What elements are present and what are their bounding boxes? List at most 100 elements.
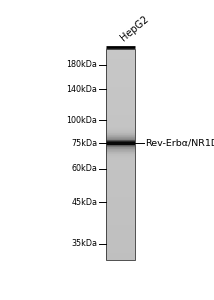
Bar [106,190,135,191]
Bar [106,157,135,158]
Bar [106,191,135,192]
Bar [106,200,135,201]
Bar [106,161,135,162]
Bar [106,65,135,66]
Bar [106,49,135,50]
Bar [106,129,135,130]
Bar [106,60,135,61]
Bar [106,171,135,172]
Bar [106,239,135,240]
Bar [106,149,135,150]
Bar [106,254,135,255]
Bar [106,110,135,111]
Bar [106,189,135,190]
Bar [106,207,135,208]
Bar [106,202,135,203]
Bar [106,146,135,147]
Bar [106,98,135,99]
Bar [106,85,135,86]
Bar [106,125,135,126]
Bar [106,151,135,152]
Bar [106,68,135,69]
Bar [106,53,135,54]
Bar [106,252,135,253]
Bar [106,187,135,188]
Bar [106,213,135,214]
Bar [106,49,135,50]
Bar [106,71,135,72]
Bar [106,52,135,53]
Bar [106,243,135,244]
Bar [106,62,135,63]
Bar [106,203,135,204]
Bar [106,186,135,187]
Bar [106,96,135,97]
Bar [106,245,135,246]
Bar [106,124,135,125]
Bar [106,232,135,233]
Bar [106,246,135,247]
Bar [106,194,135,195]
Text: HepG2: HepG2 [119,14,151,44]
Bar [106,227,135,228]
Bar [106,100,135,101]
Bar [106,210,135,211]
Bar [106,118,135,119]
Bar [106,86,135,88]
Bar [106,217,135,218]
Bar [106,259,135,260]
Bar [106,138,135,139]
Bar [106,247,135,248]
Bar [106,74,135,76]
Bar [106,179,135,181]
Bar [106,63,135,64]
Bar [106,253,135,254]
Bar [106,238,135,239]
Bar [106,187,135,188]
Bar [106,219,135,220]
Bar [106,154,135,155]
Bar [106,53,135,54]
Bar [106,199,135,200]
Bar [106,64,135,65]
Bar [106,226,135,227]
Bar [106,247,135,248]
Bar [106,67,135,68]
Bar [106,106,135,107]
Bar [106,78,135,79]
Bar [106,176,135,177]
Bar [106,119,135,120]
Bar [106,123,135,124]
Bar [106,227,135,228]
Bar [106,163,135,164]
Bar [106,128,135,129]
Bar [106,208,135,209]
Bar [106,177,135,178]
Bar [106,166,135,167]
Bar [106,256,135,257]
Bar [106,96,135,97]
Bar [106,218,135,219]
Bar [106,130,135,131]
Bar [106,185,135,186]
Text: 35kDa: 35kDa [71,239,97,248]
Text: 140kDa: 140kDa [66,85,97,94]
Bar [106,69,135,70]
Bar [106,132,135,133]
Bar [106,182,135,183]
Bar [106,61,135,62]
Bar [106,88,135,90]
Bar [106,79,135,80]
Bar [106,117,135,118]
Bar [106,206,135,207]
Bar [106,115,135,116]
Text: 100kDa: 100kDa [66,116,97,125]
Bar [106,249,135,250]
Bar [106,199,135,200]
Bar [106,179,135,180]
Bar [106,211,135,212]
Bar [106,163,135,164]
Bar [106,153,135,154]
Bar [106,94,135,95]
Bar [106,134,135,135]
